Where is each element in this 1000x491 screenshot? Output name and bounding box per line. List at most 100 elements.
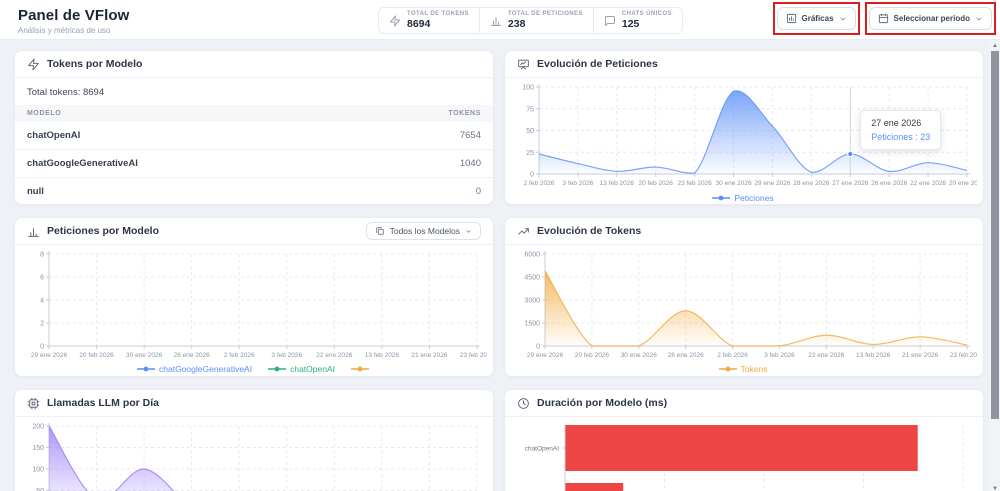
legend-item[interactable]	[350, 365, 369, 373]
stat-total-tokens: TOTAL DE TOKENS 8694	[379, 8, 479, 33]
tokens-table-body: Total tokens: 8694 MODELO TOKENS chatOpe…	[15, 78, 493, 204]
svg-text:28 ene 2026: 28 ene 2026	[793, 180, 830, 187]
svg-text:23 feb 2026: 23 feb 2026	[460, 352, 487, 359]
header: Panel de VFlow Análisis y métricas de us…	[0, 0, 1000, 40]
zap-icon	[389, 15, 401, 27]
stats-group: TOTAL DE TOKENS 8694 TOTAL DE PETICIONES…	[378, 7, 683, 34]
chevron-down-icon	[465, 228, 472, 235]
legend-marker	[350, 366, 369, 371]
table-header: MODELO TOKENS	[15, 105, 493, 122]
chart-area: 050100150200	[15, 417, 493, 491]
table-row: chatOpenAI 7654	[15, 122, 493, 150]
legend-item[interactable]: Tokens	[718, 363, 768, 374]
calendar-icon	[878, 13, 889, 24]
stat-total-peticiones: TOTAL DE PETICIONES 238	[478, 8, 593, 33]
chart-area: chatOpenAI	[505, 417, 983, 491]
svg-text:chatOpenAI: chatOpenAI	[525, 446, 560, 453]
svg-text:8: 8	[40, 252, 44, 259]
chart-area: 0 2 4 6 8 29 ene 2026 20 feb 2026 30 ene 2026 28…	[15, 245, 493, 376]
column-tokens: TOKENS	[448, 110, 481, 117]
svg-text:20 ene 2026: 20 ene 2026	[949, 180, 977, 187]
chart-svg: chatOpenAI	[525, 425, 964, 491]
page-title: Panel de VFlow	[18, 7, 130, 24]
svg-text:100: 100	[522, 85, 534, 92]
svg-text:26 ene 2026: 26 ene 2026	[871, 180, 908, 187]
stat-value: 125	[621, 18, 640, 30]
svg-text:20 feb 2026: 20 feb 2026	[575, 352, 610, 359]
svg-text:28 ene 2026: 28 ene 2026	[668, 352, 705, 359]
svg-text:23 feb 2026: 23 feb 2026	[950, 352, 977, 359]
panel-evolucion-peticiones: Evolución de Peticiones 27 ene 2026 Petic…	[504, 50, 984, 205]
chart-area: 0 1500 3000 4500 6000 29 ene 2026 20 feb 2026 3…	[505, 245, 983, 376]
scrollbar-thumb[interactable]	[991, 51, 999, 419]
svg-text:22 ene 2026: 22 ene 2026	[316, 352, 353, 359]
seleccionar-periodo-button[interactable]: Seleccionar periodo	[868, 7, 992, 30]
panel-header: Evolución de Tokens	[505, 218, 983, 245]
charts-icon	[786, 13, 797, 24]
svg-text:6000: 6000	[524, 252, 540, 259]
svg-text:22 ene 2026: 22 ene 2026	[910, 180, 947, 187]
chart-svg: 0 25 50 75 100 2 feb 2026 3 feb 2026 13 feb 202…	[522, 84, 983, 187]
chart-svg: 0 2 4 6 8 29 ene 2026 20 feb 2026 30 ene 2026 28…	[31, 251, 493, 359]
llamadas-llm-chart: 050100150200	[19, 419, 487, 491]
svg-text:28 ene 2026: 28 ene 2026	[174, 352, 211, 359]
svg-text:3000: 3000	[524, 298, 540, 305]
svg-text:23 feb 2026: 23 feb 2026	[677, 180, 712, 187]
svg-text:2 feb 2026: 2 feb 2026	[224, 352, 255, 359]
stat-value: 8694	[407, 18, 431, 30]
svg-text:13 feb 2026: 13 feb 2026	[365, 352, 400, 359]
svg-text:29 ene 2026: 29 ene 2026	[754, 180, 791, 187]
table-row: chatGoogleGenerativeAI 1040	[15, 150, 493, 178]
stat-value: 238	[507, 18, 526, 30]
svg-text:29 ene 2026: 29 ene 2026	[527, 352, 564, 359]
svg-text:13 feb 2026: 13 feb 2026	[856, 352, 891, 359]
total-tokens-label: Total tokens: 8694	[27, 87, 105, 98]
legend-item[interactable]: chatGoogleGenerativeAI	[137, 364, 252, 374]
legend-item[interactable]: Peticiones	[712, 193, 774, 203]
scroll-up-arrow[interactable]: ▲	[992, 43, 998, 49]
svg-text:3 feb 2026: 3 feb 2026	[764, 352, 795, 359]
dashboard-grid: Tokens por Modelo Total tokens: 8694 MOD…	[0, 40, 1000, 491]
chart-area: 27 ene 2026 Peticiones : 23 0 25 50 75 100 2 fe…	[505, 78, 983, 204]
panel-title: Tokens por Modelo	[47, 58, 143, 70]
graficas-button-label: Gráficas	[801, 14, 834, 23]
clock-icon	[517, 397, 530, 410]
title-block: Panel de VFlow Análisis y métricas de us…	[18, 7, 129, 35]
svg-text:13 feb 2026: 13 feb 2026	[600, 180, 635, 187]
panel-tokens-por-modelo: Tokens por Modelo Total tokens: 8694 MOD…	[14, 50, 494, 205]
panel-header: Tokens por Modelo	[15, 51, 493, 78]
tokens-table: MODELO TOKENS chatOpenAI 7654 chatGoogle…	[15, 105, 493, 204]
svg-text:3 feb 2026: 3 feb 2026	[563, 180, 594, 187]
svg-text:21 ene 2026: 21 ene 2026	[411, 352, 448, 359]
stat-label: CHATS ÚNICOS	[621, 11, 672, 17]
cpu-icon	[27, 397, 40, 410]
panel-peticiones-por-modelo: Peticiones por Modelo Todos los Modelos …	[14, 217, 494, 377]
legend-label: Tokens	[740, 363, 768, 374]
chart-legend: chatGoogleGenerativeAI chatOpenAI	[19, 361, 487, 376]
svg-text:75: 75	[526, 106, 534, 113]
modelos-dropdown[interactable]: Todos los Modelos	[365, 222, 481, 240]
legend-item[interactable]: chatOpenAI	[268, 364, 335, 374]
legend-label: chatOpenAI	[290, 363, 335, 374]
chart-svg: 0 1500 3000 4500 6000 29 ene 2026 20 feb 2026 3…	[524, 251, 983, 359]
bar-chart-icon	[490, 15, 502, 27]
table-row: null 0	[15, 178, 493, 204]
column-modelo: MODELO	[27, 110, 62, 117]
svg-text:30 ene 2026: 30 ene 2026	[715, 180, 752, 187]
peticiones-por-modelo-chart: 0 2 4 6 8 29 ene 2026 20 feb 2026 30 ene 2026 28…	[19, 247, 493, 361]
svg-text:1500: 1500	[524, 321, 540, 328]
svg-text:50: 50	[526, 128, 534, 135]
svg-text:6: 6	[40, 275, 44, 282]
scrollbar[interactable]: ▲ ▼	[990, 40, 1000, 491]
graficas-button[interactable]: Gráficas	[776, 7, 856, 30]
column-chart-icon	[27, 225, 40, 238]
svg-text:2 feb 2026: 2 feb 2026	[717, 352, 748, 359]
header-buttons: Gráficas Seleccionar periodo	[772, 2, 996, 35]
layers-icon	[375, 226, 385, 236]
chart-svg: 050100150200	[32, 423, 478, 491]
panel-evolucion-tokens: Evolución de Tokens 0 1500 3000 4500 6000 29 …	[504, 217, 984, 377]
panel-header: Duración por Modelo (ms)	[505, 390, 983, 417]
panel-title: Evolución de Tokens	[537, 225, 642, 237]
legend-marker	[137, 366, 155, 371]
scroll-down-arrow[interactable]: ▼	[992, 486, 998, 491]
